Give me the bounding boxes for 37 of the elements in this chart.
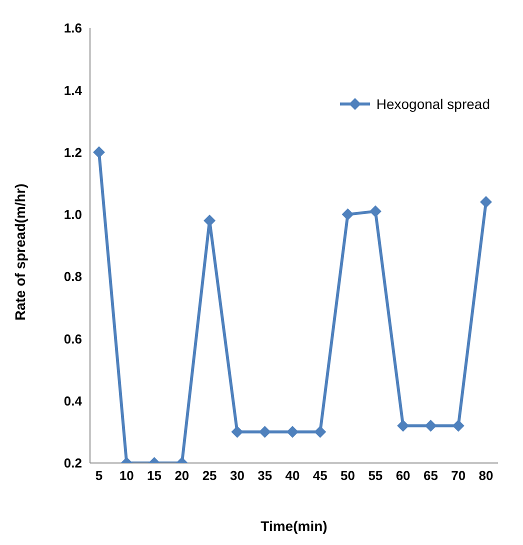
point	[369, 205, 382, 218]
legend-label: Hexogonal spread	[376, 96, 490, 112]
point	[342, 208, 354, 220]
y-tick-label: 1.0	[64, 207, 82, 222]
y-tick-label: 0.2	[64, 456, 82, 471]
x-tick-label: 30	[230, 468, 244, 484]
x-tick-label: 80	[478, 468, 494, 484]
x-tick-label: 60	[396, 468, 410, 484]
point	[480, 196, 492, 208]
point	[93, 146, 105, 158]
x-tick-label: 50	[340, 468, 356, 484]
y-tick-label: 0.4	[64, 393, 83, 408]
point	[231, 426, 244, 438]
x-tick-label: 5	[95, 468, 103, 484]
y-axis-title: Rate of spread(m/hr)	[12, 184, 28, 320]
x-tick-label: 45	[312, 468, 328, 484]
x-tick-label: 20	[174, 468, 190, 484]
x-tick-label: 10	[119, 468, 134, 484]
x-tick-label: 35	[258, 468, 272, 484]
x-tick-label: 55	[368, 468, 383, 484]
point	[258, 426, 271, 438]
x-tick-label: 25	[202, 468, 217, 484]
x-tick-label: 15	[147, 468, 162, 484]
y-tick-label: 1.2	[64, 144, 82, 160]
point	[424, 420, 437, 432]
x-tick-label: 65	[423, 468, 438, 484]
y-tick-label: 1.6	[64, 20, 82, 36]
y-tick-label: 0.8	[64, 269, 82, 284]
x-tick-label: 70	[451, 468, 466, 484]
y-tick-label: 0.6	[64, 331, 82, 346]
x-tick-label: 40	[285, 468, 300, 484]
point	[314, 426, 326, 438]
point	[397, 420, 410, 432]
point	[286, 426, 298, 438]
y-tick-label: 1.4	[64, 82, 83, 98]
x-axis-title: Time(min)	[260, 518, 328, 534]
point	[452, 420, 464, 432]
